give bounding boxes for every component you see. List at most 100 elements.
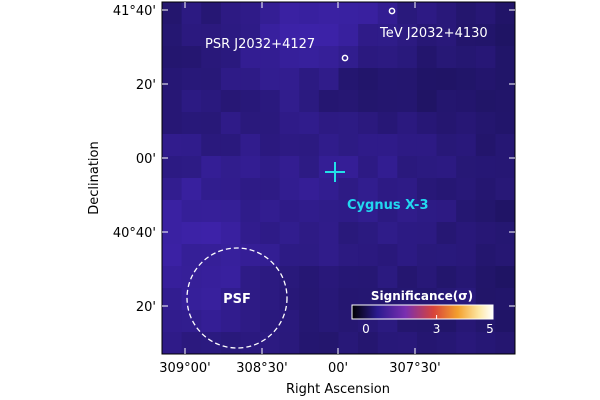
- heatmap-cell: [397, 178, 418, 201]
- psr-label: PSR J2032+4127: [205, 37, 315, 52]
- heatmap-cell: [495, 112, 515, 135]
- colorbar-ticks: 0 3 5: [351, 315, 494, 336]
- heatmap-cell: [240, 68, 261, 91]
- heatmap-cell: [181, 46, 202, 69]
- heatmap-cell: [318, 134, 340, 157]
- heatmap-cell: [201, 112, 222, 135]
- heatmap-cell: [495, 68, 515, 91]
- heatmap-cell: [436, 156, 457, 179]
- heatmap-cell: [456, 200, 477, 223]
- heatmap-cell: [397, 332, 418, 354]
- heatmap-cell: [162, 222, 183, 245]
- x-tick-label: 307°30': [389, 361, 440, 376]
- heatmap-cell: [279, 222, 300, 245]
- heatmap-cell: [318, 178, 340, 201]
- heatmap-cell: [397, 24, 418, 47]
- heatmap-cell: [416, 90, 438, 113]
- heatmap-cell: [397, 2, 418, 25]
- heatmap-cell: [358, 222, 379, 245]
- heatmap-cell: [338, 46, 359, 69]
- heatmap-cell: [220, 288, 242, 311]
- heatmap-cell: [377, 112, 398, 135]
- heatmap-cell: [260, 46, 281, 69]
- heatmap-cell: [495, 310, 515, 333]
- heatmap-cell: [260, 156, 281, 179]
- heatmap-cell: [358, 2, 379, 25]
- heatmap-cell: [456, 68, 477, 91]
- heatmap-cell: [318, 222, 340, 245]
- heatmap-cell: [397, 134, 418, 157]
- heatmap-cell: [397, 200, 418, 223]
- heatmap-cell: [318, 46, 340, 69]
- heatmap-cell: [358, 244, 379, 267]
- heatmap-cell: [240, 332, 261, 354]
- heatmap-cell: [279, 178, 300, 201]
- heatmap-cell: [475, 46, 496, 69]
- heatmap-cell: [162, 68, 183, 91]
- heatmap-cell: [358, 134, 379, 157]
- heatmap-cell: [260, 332, 281, 354]
- tev-source-marker: [388, 7, 396, 15]
- heatmap-cell: [456, 134, 477, 157]
- heatmap-cell: [475, 2, 496, 25]
- heatmap-cell: [397, 90, 418, 113]
- heatmap-cell: [260, 310, 281, 333]
- heatmap-cell: [358, 266, 379, 289]
- heatmap-cell: [416, 244, 438, 267]
- heatmap-cell: [240, 90, 261, 113]
- heatmap-cell: [279, 244, 300, 267]
- heatmap-cell: [495, 244, 515, 267]
- heatmap-cell: [181, 332, 202, 354]
- heatmap-cell: [377, 266, 398, 289]
- heatmap-cell: [475, 24, 496, 47]
- heatmap-cell: [279, 112, 300, 135]
- heatmap-cell: [456, 90, 477, 113]
- heatmap-cell: [279, 156, 300, 179]
- heatmap-cell: [456, 2, 477, 25]
- heatmap-cell: [397, 244, 418, 267]
- heatmap-cell: [495, 46, 515, 69]
- heatmap-cell: [495, 156, 515, 179]
- heatmap-cell: [495, 200, 515, 223]
- x-axis-label: Right Ascension: [286, 382, 390, 397]
- heatmap-cell: [338, 332, 359, 354]
- y-tick-label: 20': [136, 78, 156, 93]
- heatmap-cell: [436, 112, 457, 135]
- heatmap-cell: [495, 178, 515, 201]
- heatmap-cell: [377, 244, 398, 267]
- heatmap-cell: [260, 178, 281, 201]
- heatmap-cell: [201, 332, 222, 354]
- y-tick-label: 40°40': [113, 226, 156, 241]
- heatmap-cell: [162, 310, 183, 333]
- heatmap-cell: [201, 288, 222, 311]
- heatmap-cell: [220, 24, 242, 47]
- heatmap-cell: [416, 46, 438, 69]
- heatmap-cell: [436, 134, 457, 157]
- heatmap-cell: [299, 68, 320, 91]
- heatmap-cell: [338, 68, 359, 91]
- heatmap-cell: [416, 222, 438, 245]
- heatmap-cell: [338, 244, 359, 267]
- heatmap-cell: [495, 2, 515, 25]
- heatmap-cell: [436, 68, 457, 91]
- heatmap-cell: [201, 266, 222, 289]
- heatmap-cell: [260, 222, 281, 245]
- heatmap-cell: [436, 178, 457, 201]
- heatmap-cell: [220, 266, 242, 289]
- cygnus-x3-label: Cygnus X-3: [347, 198, 429, 213]
- heatmap-cell: [260, 90, 281, 113]
- heatmap-cell: [416, 112, 438, 135]
- heatmap-cell: [338, 266, 359, 289]
- heatmap-cell: [436, 222, 457, 245]
- heatmap-cell: [377, 2, 398, 25]
- heatmap-cell: [220, 310, 242, 333]
- heatmap-cell: [377, 90, 398, 113]
- heatmap-cell: [397, 266, 418, 289]
- heatmap-cell: [240, 178, 261, 201]
- heatmap-cell: [475, 68, 496, 91]
- heatmap-cell: [279, 310, 300, 333]
- heatmap-cell: [162, 24, 183, 47]
- heatmap-cell: [240, 222, 261, 245]
- heatmap-cell: [475, 134, 496, 157]
